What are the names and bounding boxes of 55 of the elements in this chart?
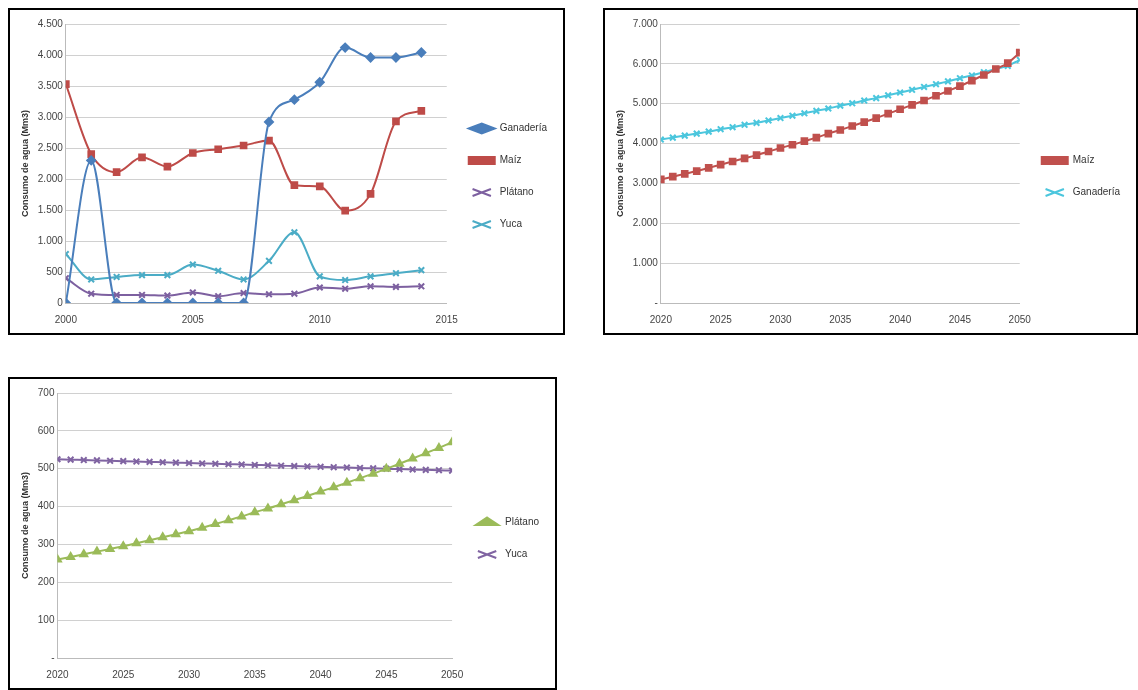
x-tick-label: 2000 [54, 313, 78, 325]
x-tick-label: 2035 [243, 668, 267, 680]
y-tick-label: 3.500 [37, 79, 64, 91]
x-tick-label: 2040 [888, 313, 912, 325]
x-tick-label: 2030 [769, 313, 793, 325]
y-axis-title: Consumo de agua (Mm3) [614, 109, 625, 218]
y-axis-title: Consumo de agua (Mm3) [19, 471, 30, 580]
y-tick-label: 6.000 [632, 57, 659, 69]
x-tick-label: 2025 [709, 313, 733, 325]
y-tick-label: 1.000 [632, 256, 659, 268]
legend-label: Yuca [505, 548, 528, 560]
y-tick-label: 400 [37, 500, 55, 512]
x-tick-label: 2045 [948, 313, 972, 325]
x-tick-label: 2025 [112, 668, 135, 680]
x-tick-label: 2030 [177, 668, 201, 680]
y-tick-label: 4.000 [632, 137, 659, 149]
y-tick-label: 7.000 [632, 17, 659, 29]
y-axis-title: Consumo de agua (Mm3) [19, 109, 30, 218]
y-tick-label: 600 [37, 424, 55, 436]
legend-label: Plátano [505, 516, 540, 528]
legend-label: Ganadería [1072, 186, 1121, 198]
y-tick-label: 3.000 [37, 110, 64, 122]
y-tick-label: 200 [37, 576, 55, 588]
y-tick-label: 1.000 [37, 234, 64, 246]
x-tick-label: 2045 [375, 668, 398, 680]
x-tick-label: 2035 [829, 313, 852, 325]
legend-label: Maíz [499, 154, 522, 166]
y-tick-label: 5.000 [632, 97, 659, 109]
x-tick-label: 2050 [1008, 313, 1032, 325]
y-tick-label: 4.500 [37, 17, 64, 29]
y-tick-label: 100 [37, 613, 55, 625]
x-tick-label: 2020 [46, 668, 70, 680]
x-tick-label: 2010 [308, 313, 332, 325]
x-tick-label: 2020 [649, 313, 673, 325]
legend-label: Plátano [499, 186, 535, 198]
y-tick-label: 1.500 [37, 203, 64, 215]
y-tick-label: 300 [37, 538, 55, 550]
x-tick-label: 2050 [440, 668, 464, 680]
y-tick-label: 3.000 [632, 177, 659, 189]
legend-label: Yuca [499, 218, 523, 230]
y-tick-label: 2.000 [37, 172, 64, 184]
x-tick-label: 2005 [181, 313, 205, 325]
legend-label: Maíz [1072, 154, 1095, 166]
y-tick-label: - [654, 296, 658, 308]
y-tick-label: 0 [57, 296, 64, 308]
y-tick-label: 4.000 [37, 48, 64, 60]
legend-label: Ganadería [499, 122, 548, 134]
y-tick-label: 2.500 [37, 141, 64, 153]
y-tick-label: 700 [37, 386, 55, 398]
x-tick-label: 2040 [309, 668, 333, 680]
y-tick-label: 2.000 [632, 217, 659, 229]
y-tick-label: 500 [37, 462, 55, 474]
y-tick-label: - [51, 651, 55, 663]
y-tick-label: 500 [46, 265, 64, 277]
x-tick-label: 2015 [435, 313, 459, 325]
